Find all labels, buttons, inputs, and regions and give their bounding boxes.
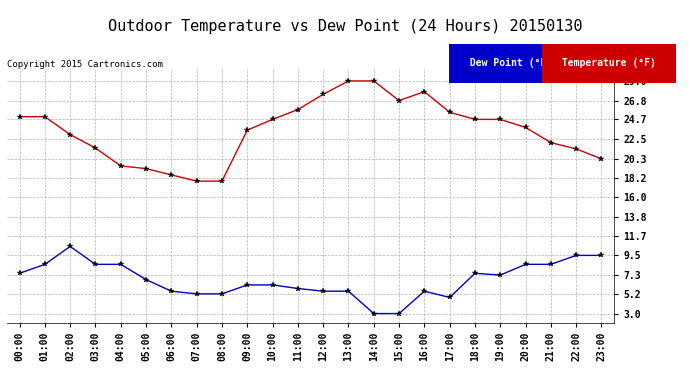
Text: Copyright 2015 Cartronics.com: Copyright 2015 Cartronics.com [7,60,163,69]
Text: Outdoor Temperature vs Dew Point (24 Hours) 20150130: Outdoor Temperature vs Dew Point (24 Hou… [108,19,582,34]
Text: Temperature (°F): Temperature (°F) [556,58,662,68]
Text: Dew Point (°F): Dew Point (°F) [464,58,558,68]
